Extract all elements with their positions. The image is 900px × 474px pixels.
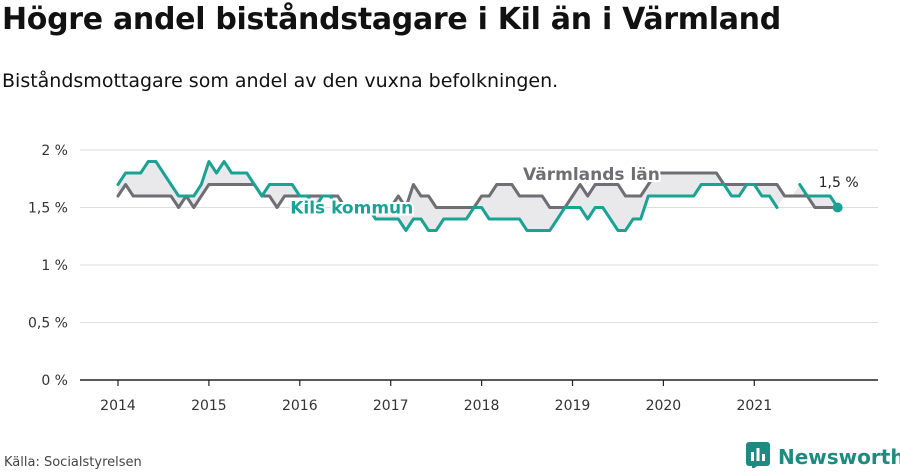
kil-series-label: Kils kommun [290, 198, 413, 218]
x-tick-label: 2015 [191, 398, 227, 414]
bar-chart-logo-icon [746, 442, 770, 472]
y-tick-label: 1,5 % [28, 201, 68, 217]
x-tick-label: 2021 [736, 398, 772, 414]
brand-logo: Newsworthy [746, 442, 900, 472]
x-tick-label: 2019 [555, 398, 591, 414]
varmland-series-line [116, 171, 840, 209]
brand-name: Newsworthy [778, 445, 900, 469]
series-lines [116, 160, 843, 232]
y-tick-label: 1 % [41, 258, 68, 274]
y-axis-tick-labels: 0 % 0,5 % 1 % 1,5 % 2 % [28, 143, 68, 389]
kil-series-line [116, 160, 840, 232]
annotations: Värmlands län Kils kommun 1,5 % [288, 163, 860, 220]
gridlines [80, 149, 878, 323]
source-note: Källa: Socialstyrelsen [4, 455, 142, 470]
x-tick-label: 2014 [100, 398, 136, 414]
chart-subtitle: Biståndsmottagare som andel av den vuxna… [2, 70, 559, 92]
x-axis: 2014 2015 2016 2017 2018 2019 2020 2021 [80, 379, 878, 414]
varmland-series-label: Värmlands län [523, 165, 660, 185]
x-tick-label: 2017 [373, 398, 409, 414]
y-tick-label: 2 % [41, 143, 68, 159]
kil-last-point-marker [832, 202, 843, 213]
y-tick-label: 0 % [41, 373, 68, 389]
difference-fill-area [118, 161, 838, 231]
x-tick-label: 2016 [282, 398, 318, 414]
x-tick-label: 2020 [646, 398, 682, 414]
y-tick-label: 0,5 % [28, 316, 68, 332]
last-value-label: 1,5 % [819, 175, 859, 191]
x-tick-label: 2018 [464, 398, 500, 414]
chart-title: Högre andel biståndstagare i Kil än i Vä… [2, 2, 781, 37]
